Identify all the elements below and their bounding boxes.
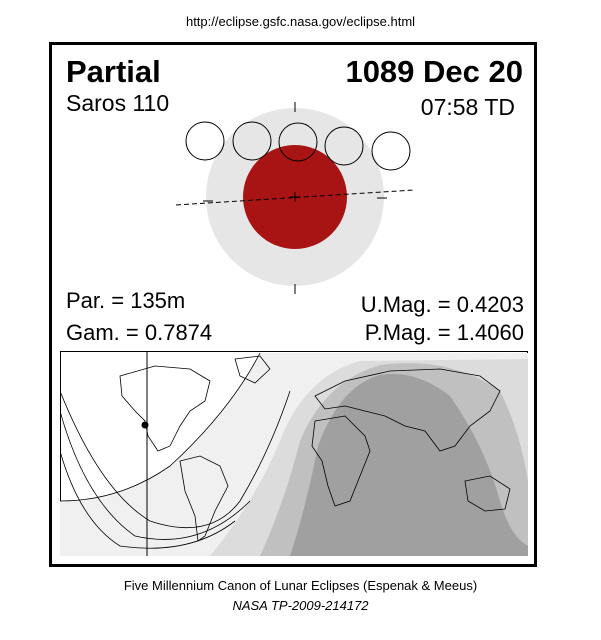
greenland-outline [234,355,271,384]
boundary-curve [60,352,261,502]
boundary-curve [60,450,236,549]
greatest-eclipse-dot [141,421,149,429]
penumbral-magnitude: P.Mag. = 1.4060 [364,320,524,345]
source-url[interactable]: http://eclipse.gsfc.nasa.gov/eclipse.htm… [185,14,416,29]
south-america-outline [179,455,229,542]
boundary-curve [60,390,291,529]
moon-position [324,126,364,166]
zone-dark [290,373,528,556]
moon-position [185,121,225,161]
north-america-outline [119,365,211,452]
visibility-map [60,351,528,556]
eclipse-panel-frame [49,42,537,567]
moon-position [278,122,318,162]
australia-outline [464,475,511,512]
eclipse-time: 07:58 TD [420,94,515,120]
shadow-diagram [175,102,415,294]
boundary-curve [60,410,251,540]
saros-number: Saros 110 [66,90,170,116]
africa-outline [311,415,371,507]
footer-reference: Five Millennium Canon of Lunar Eclipses … [123,578,478,593]
gamma-value: Gam. = 0.7874 [66,320,213,345]
umbral-magnitude: U.Mag. = 0.4203 [360,292,524,317]
partial-duration: Par. = 135m [66,288,186,313]
footer-publication: NASA TP-2009-214172 [232,598,369,613]
moon-position [232,121,272,161]
eurasia-outline [314,368,501,452]
eclipse-date: 1089 Dec 20 [345,54,523,89]
eclipse-type: Partial [66,54,161,89]
moon-position [371,131,411,171]
